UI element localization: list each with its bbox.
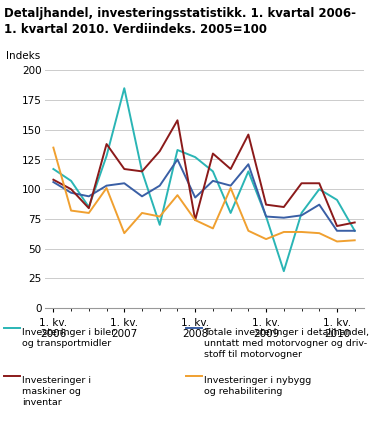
Text: Detaljhandel, investeringsstatistikk. 1. kvartal 2006-
1. kvartal 2010. Verdiind: Detaljhandel, investeringsstatistikk. 1.… xyxy=(4,7,356,36)
Text: Investeringer i biler
og transportmidler: Investeringer i biler og transportmidler xyxy=(22,328,115,348)
Text: Totale investeringer i detaljhandel,
unntatt med motorvogner og driv-
stoff til : Totale investeringer i detaljhandel, unn… xyxy=(204,328,369,359)
Text: Investeringer i
maskiner og
inventar: Investeringer i maskiner og inventar xyxy=(22,376,91,407)
Text: Indeks: Indeks xyxy=(6,51,40,61)
Text: Investeringer i nybygg
og rehabilitering: Investeringer i nybygg og rehabilitering xyxy=(204,376,311,396)
